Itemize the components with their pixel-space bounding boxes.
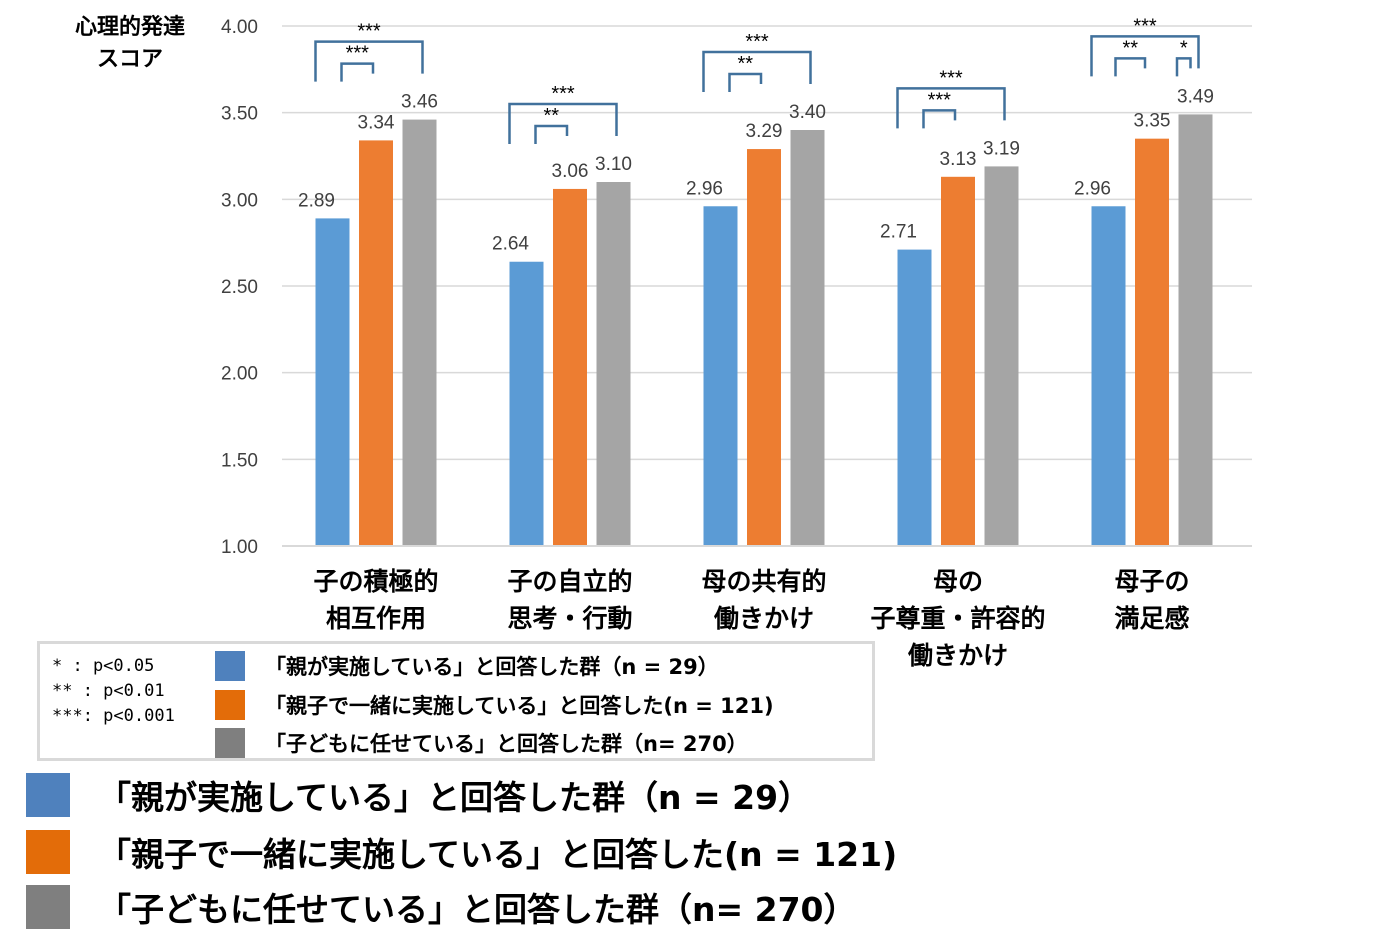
legend-label: 「子どもに任せている」と回答した群（n= 270） [265, 732, 748, 756]
sig-note: * : p<0.05 [52, 656, 155, 676]
significance-bracket [1090, 35, 1200, 77]
bar [984, 166, 1019, 546]
y-tick-label: 3.50 [221, 104, 258, 125]
significance-bracket [534, 124, 569, 144]
big-legend-item: 「親子で一緒に実施している」と回答した(n = 121) [26, 829, 897, 875]
data-label: 3.19 [983, 138, 1020, 159]
legend-item: 「親子で一緒に実施している」と回答した(n = 121) [215, 689, 774, 721]
bar [315, 218, 350, 546]
legend-swatch-blue [215, 651, 245, 681]
data-label: 3.13 [940, 149, 977, 170]
bar-chart: 1.00 1.50 2.00 2.50 3.00 3.50 4.00 2.89 3.34 3.46… [221, 15, 1252, 670]
significance-bracket [340, 62, 375, 82]
significance-notes: * : p<0.05 ** : p<0.01 ***: p<0.001 [52, 654, 175, 729]
bar [402, 119, 437, 546]
significance-label: *** [928, 89, 952, 111]
y-tick-label: 1.50 [221, 450, 258, 471]
y-tick-label: 2.00 [221, 364, 258, 385]
big-legend-swatch-blue [26, 773, 70, 817]
big-legend-swatch-gray [26, 885, 70, 929]
data-label: 3.06 [552, 161, 589, 182]
bar [941, 176, 975, 547]
big-legend-label: 「親が実施している」と回答した群（n = 29） [98, 778, 812, 817]
data-label: 3.49 [1177, 86, 1214, 107]
x-tick-label: 働きかけ [713, 605, 814, 633]
data-label: 2.96 [1074, 178, 1111, 199]
y-tick-label: 2.50 [221, 277, 258, 298]
bar [790, 130, 825, 546]
significance-bracket [896, 87, 1006, 129]
bar [359, 140, 393, 546]
y-axis-label: 心理的発達 スコア [60, 12, 200, 76]
y-axis-label-line: 心理的発達 [74, 15, 185, 40]
significance-label: * [1180, 37, 1188, 59]
y-tick-label: 4.00 [221, 17, 258, 38]
x-tick-label: 母子の [1114, 568, 1189, 596]
data-label: 2.71 [880, 222, 917, 243]
legend-label: 「親が実施している」と回答した群（n = 29） [265, 655, 719, 679]
data-label: 3.46 [401, 92, 438, 113]
sig-note: ***: p<0.001 [52, 706, 175, 726]
x-tick-label: 働きかけ [907, 642, 1008, 670]
legend-item: 「親が実施している」と回答した群（n = 29） [215, 650, 719, 682]
data-label: 2.89 [298, 190, 335, 211]
big-legend-swatch-orange [26, 830, 70, 874]
data-label: 3.34 [358, 112, 395, 133]
significance-bracket [508, 102, 618, 144]
significance-label: *** [357, 21, 381, 43]
sig-note: ** : p<0.01 [52, 681, 165, 701]
y-tick-label: 3.00 [221, 190, 258, 211]
x-tick-label: 相互作用 [326, 605, 426, 633]
significance-label: ** [1122, 37, 1138, 59]
legend-item: 「子どもに任せている」と回答した群（n= 270） [215, 727, 748, 759]
significance-bracket [314, 40, 424, 82]
legend-swatch-orange [215, 690, 245, 720]
x-tick-label: 満足感 [1114, 604, 1189, 633]
x-tick-label: 子の積極的 [313, 567, 438, 596]
bar [1178, 114, 1213, 547]
big-legend-label: 「子どもに任せている」と回答した群（n= 270） [98, 890, 857, 929]
x-tick-label: 母の共有的 [701, 567, 826, 596]
data-label: 3.10 [595, 154, 632, 175]
x-tick-label: 子尊重・許容的 [870, 604, 1045, 633]
significance-bracket [702, 50, 812, 92]
bar [596, 182, 631, 546]
significance-bracket [1175, 57, 1192, 77]
big-legend-item: 「子どもに任せている」と回答した群（n= 270） [26, 884, 857, 930]
legend-swatch-gray [215, 728, 245, 758]
significance-label: *** [1133, 15, 1157, 37]
y-axis-label-line: スコア [96, 47, 163, 72]
bar [897, 249, 932, 546]
x-tick-label: 子の自立的 [507, 567, 632, 596]
significance-label: ** [543, 105, 559, 127]
bar [509, 261, 544, 546]
significance-bracket [728, 72, 763, 92]
big-legend-label: 「親子で一緒に実施している」と回答した(n = 121) [98, 835, 898, 874]
data-label: 2.64 [492, 234, 529, 255]
data-label: 3.29 [746, 121, 783, 142]
x-tick-label: 母の [933, 568, 983, 596]
bar [1091, 206, 1126, 546]
data-label: 2.96 [686, 178, 723, 199]
data-label: 3.35 [1134, 111, 1171, 132]
significance-label: *** [346, 43, 370, 65]
legend-box: * : p<0.05 ** : p<0.01 ***: p<0.001 「親が実… [37, 641, 875, 761]
significance-bracket [1114, 57, 1147, 77]
big-legend-item: 「親が実施している」と回答した群（n = 29） [26, 772, 811, 818]
bar [747, 149, 781, 547]
significance-label: *** [745, 31, 769, 53]
data-label: 3.40 [789, 102, 826, 123]
legend-label: 「親子で一緒に実施している」と回答した(n = 121) [265, 694, 774, 718]
bar [703, 206, 738, 546]
significance-bracket [922, 109, 957, 129]
significance-label: *** [551, 83, 575, 105]
bar [1135, 138, 1169, 546]
y-tick-label: 1.00 [221, 537, 258, 558]
x-tick-label: 思考・行動 [507, 605, 632, 633]
significance-label: ** [737, 53, 753, 75]
significance-label: *** [939, 67, 963, 89]
bar [553, 188, 587, 546]
